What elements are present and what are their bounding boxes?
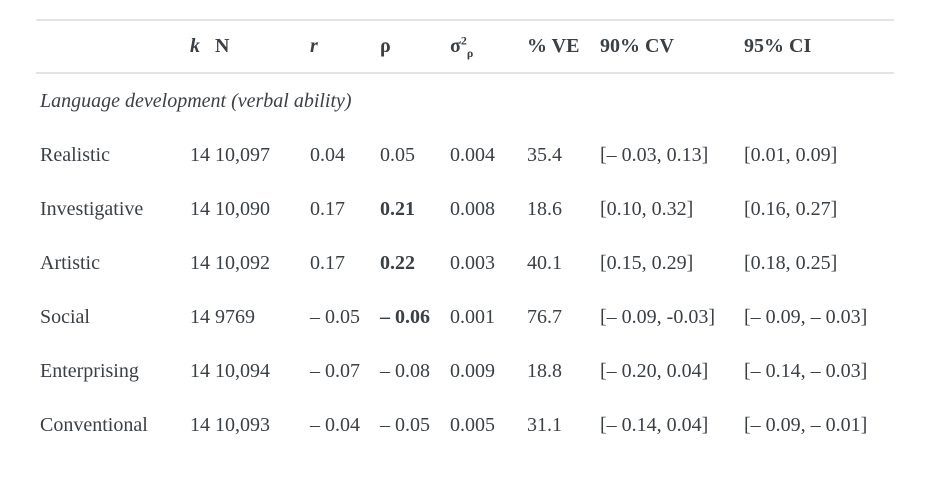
header-n: N — [215, 35, 230, 57]
cell-k: 14 — [190, 413, 210, 436]
header-r: r — [310, 35, 318, 57]
cell-rho: 0.05 — [380, 143, 415, 166]
cell-k: 14 — [190, 251, 210, 274]
cell-ve: 40.1 — [527, 251, 562, 274]
cell-ci: [0.16, 0.27] — [744, 197, 838, 220]
cell-ci: [0.18, 0.25] — [744, 251, 838, 274]
cell-sigma: 0.003 — [450, 251, 495, 274]
cell-ci: [– 0.09, – 0.03] — [744, 305, 868, 328]
header-k: k — [190, 35, 200, 57]
cell-rho: – 0.05 — [380, 413, 430, 436]
cell-rho: 0.21 — [380, 197, 415, 220]
cell-k: 14 — [190, 359, 210, 382]
sigma-base: σ — [450, 35, 461, 57]
cell-cv: [0.15, 0.29] — [600, 251, 694, 274]
header-percent-ve: % VE — [527, 35, 580, 57]
cell-sigma: 0.008 — [450, 197, 495, 220]
header-95-ci: 95% CI — [744, 35, 812, 57]
cell-sigma: 0.009 — [450, 359, 495, 382]
cell-n: 9769 — [215, 305, 255, 328]
cell-ve: 35.4 — [527, 143, 562, 166]
cell-rho: – 0.06 — [380, 305, 430, 328]
cell-r: 0.17 — [310, 197, 345, 220]
cell-r: – 0.07 — [310, 359, 360, 382]
cell-r: 0.17 — [310, 251, 345, 274]
cell-ve: 31.1 — [527, 413, 562, 436]
cell-r: – 0.04 — [310, 413, 360, 436]
cell-n: 10,090 — [215, 197, 270, 220]
table-row: Conventional 14 10,093 – 0.04 – 0.05 0.005 31.… — [36, 398, 894, 452]
header-row: k N r ρ σ2ρ % VE 90% CV 95% CI — [36, 20, 894, 73]
cell-trait: Artistic — [40, 251, 100, 274]
cell-trait: Investigative — [40, 197, 144, 220]
cell-ve: 76.7 — [527, 305, 562, 328]
header-rho: ρ — [380, 35, 391, 57]
cell-trait: Realistic — [40, 143, 110, 166]
cell-ci: [– 0.09, – 0.01] — [744, 413, 868, 436]
cell-n: 10,097 — [215, 143, 270, 166]
cell-ve: 18.6 — [527, 197, 562, 220]
table-row: Social 14 9769 – 0.05 – 0.06 0.001 76.7 [– 0.09… — [36, 290, 894, 344]
cell-cv: [– 0.20, 0.04] — [600, 359, 709, 382]
cell-n: 10,093 — [215, 413, 270, 436]
sigma-subscript: ρ — [466, 46, 474, 60]
header-90-cv: 90% CV — [600, 35, 674, 57]
table-row: Investigative 14 10,090 0.17 0.21 0.008 18.6 [0… — [36, 182, 894, 236]
cell-rho: 0.22 — [380, 251, 415, 274]
cell-ci: [0.01, 0.09] — [744, 143, 838, 166]
cell-ve: 18.8 — [527, 359, 562, 382]
cell-trait: Conventional — [40, 413, 148, 436]
cell-sigma: 0.004 — [450, 143, 495, 166]
meta-analysis-table: k N r ρ σ2ρ % VE 90% CV 95% CI Language … — [36, 19, 894, 452]
cell-trait: Enterprising — [40, 359, 139, 382]
table-row: Artistic 14 10,092 0.17 0.22 0.003 40.1 [0.15, … — [36, 236, 894, 290]
cell-r: 0.04 — [310, 143, 345, 166]
cell-n: 10,092 — [215, 251, 270, 274]
cell-k: 14 — [190, 197, 210, 220]
table-row: Enterprising 14 10,094 – 0.07 – 0.08 0.009 18.… — [36, 344, 894, 398]
cell-cv: [0.10, 0.32] — [600, 197, 694, 220]
cell-cv: [– 0.03, 0.13] — [600, 143, 709, 166]
header-sigma-squared-rho: σ2ρ — [450, 20, 527, 73]
cell-trait: Social — [40, 305, 90, 328]
sigma-superscript: 2 — [460, 33, 467, 48]
cell-r: – 0.05 — [310, 305, 360, 328]
section-title: Language development (verbal ability) — [40, 89, 352, 112]
table-container: k N r ρ σ2ρ % VE 90% CV 95% CI Language … — [36, 19, 894, 452]
cell-k: 14 — [190, 143, 210, 166]
cell-cv: [– 0.14, 0.04] — [600, 413, 709, 436]
cell-sigma: 0.005 — [450, 413, 495, 436]
cell-n: 10,094 — [215, 359, 270, 382]
cell-ci: [– 0.14, – 0.03] — [744, 359, 868, 382]
cell-k: 14 — [190, 305, 210, 328]
table-row: Realistic 14 10,097 0.04 0.05 0.004 35.4 [– 0.0… — [36, 128, 894, 182]
section-row: Language development (verbal ability) — [36, 73, 894, 128]
cell-rho: – 0.08 — [380, 359, 430, 382]
header-trait — [36, 20, 190, 73]
cell-sigma: 0.001 — [450, 305, 495, 328]
cell-cv: [– 0.09, -0.03] — [600, 305, 715, 328]
